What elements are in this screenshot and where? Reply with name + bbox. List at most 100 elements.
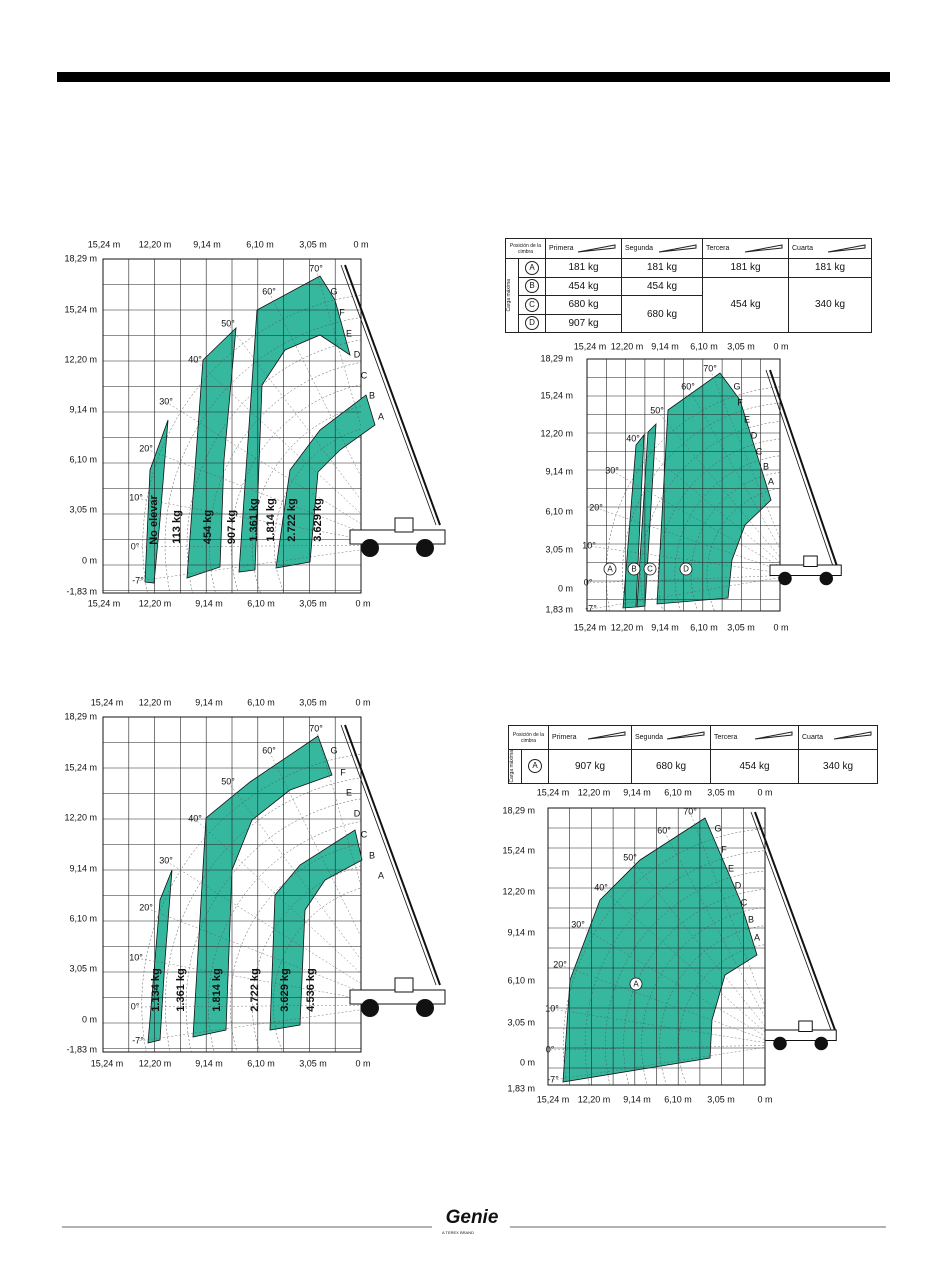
angle-label: -7° [547, 1074, 559, 1084]
x-axis-label: 3,05 m [299, 239, 327, 249]
angle-label: 60° [681, 381, 695, 391]
header-text: Cuarta [792, 245, 814, 252]
x-axis-label: 3,05 m [707, 787, 735, 797]
y-axis-label: 12,20 m [64, 812, 97, 822]
angle-label: 40° [188, 354, 202, 364]
cell: 454 kg [545, 276, 622, 296]
boom-icon [754, 731, 793, 740]
range-arc [186, 339, 361, 593]
y-axis-label: 12,20 m [502, 886, 535, 896]
table-1: Posición de la cimbra Primera Segunda Te… [505, 238, 872, 333]
x-axis-label: 0 m [355, 1058, 370, 1068]
zone-label: A [633, 980, 639, 989]
zone-label: 454 kg [202, 510, 214, 544]
x-axis-label: 15,24 m [537, 1094, 570, 1104]
cell: 181 kg [621, 258, 703, 278]
angle-label: 0° [131, 1001, 140, 1011]
x-axis-label: 12,20 m [578, 787, 611, 797]
x-axis-label: 6,10 m [247, 1058, 275, 1068]
angle-ray [687, 386, 780, 550]
y-axis-label: 3,05 m [545, 544, 573, 554]
load-zone [192, 735, 333, 1038]
angle-label: 20° [139, 902, 153, 912]
angle-ray [689, 811, 765, 1007]
zone-marker [629, 977, 643, 991]
machine-cab [394, 517, 414, 533]
row-label-cell: Carga máxima [508, 749, 522, 784]
angle-ray [551, 1008, 765, 1043]
angle-label: 20° [589, 502, 603, 512]
angle-label: 50° [623, 852, 637, 862]
load-chart: 15,24 m 12,20 m 9,14 m 6,10 m 3,05 m 0 m 15,24… [502, 787, 837, 1104]
cell: A [518, 258, 546, 278]
angle-ray [194, 359, 361, 514]
range-arc [640, 421, 780, 611]
x-axis-label: 9,14 m [623, 787, 651, 797]
grid [548, 808, 765, 1085]
cell: 454 kg [702, 276, 789, 333]
boom-icon [577, 244, 616, 253]
zone-label: 1.361 kg [175, 968, 187, 1011]
x-axis-label: 12,20 m [578, 1094, 611, 1104]
angle-ray [137, 549, 361, 582]
extension-label: F [340, 767, 346, 777]
extension-label: A [754, 932, 760, 942]
extension-label: E [744, 414, 750, 424]
y-axis-label: -1,83 m [66, 586, 97, 596]
y-axis-label: 6,10 m [545, 506, 573, 516]
x-axis-label: 3,05 m [727, 341, 755, 351]
zone-label: 4.536 kg [305, 968, 317, 1011]
extension-label: F [721, 844, 727, 854]
y-axis-label: 18,29 m [64, 253, 97, 263]
header-cell: Posición de la cimbra [505, 238, 546, 259]
x-axis-label: 12,20 m [139, 1058, 172, 1068]
extension-label: C [361, 829, 368, 839]
extension-label: D [354, 349, 361, 359]
x-axis-label: 15,24 m [88, 598, 121, 608]
angle-ray [663, 830, 765, 1018]
angle-label: 10° [129, 492, 143, 502]
wheel [416, 539, 434, 557]
x-axis-label: 0 m [757, 1094, 772, 1104]
table-2: Posición de la cimbra Primera Segunda Te… [508, 725, 878, 784]
y-axis-label: 1,83 m [507, 1083, 535, 1093]
y-axis-label: 12,20 m [64, 354, 97, 364]
angle-label: 0° [584, 577, 593, 587]
y-axis-label: 18,29 m [64, 711, 97, 721]
position-marker: A [528, 759, 542, 774]
angle-label: 40° [188, 813, 202, 823]
position-marker: D [525, 316, 539, 331]
cell: 907 kg [545, 313, 622, 333]
x-axis-label: 12,20 m [139, 239, 172, 249]
header-cell: Tercera [702, 238, 789, 259]
x-axis-label: 6,10 m [690, 622, 718, 632]
boom [769, 369, 841, 576]
load-zone [186, 326, 237, 579]
angle-label: 10° [129, 952, 143, 962]
x-axis-label: 6,10 m [246, 239, 274, 249]
position-marker: C [525, 297, 539, 312]
angle-label: 50° [650, 405, 664, 415]
angle-ray [145, 448, 361, 533]
wheel [778, 571, 792, 586]
x-axis-label: 12,20 m [611, 622, 644, 632]
x-axis-label: 15,24 m [537, 787, 570, 797]
zone-marker [603, 562, 617, 576]
extension-label: D [735, 880, 742, 890]
x-axis-label: 3,05 m [707, 1094, 735, 1104]
x-axis-label: 15,24 m [91, 1058, 124, 1068]
extension-label: B [369, 390, 375, 400]
extension-label: B [369, 850, 375, 860]
y-axis-label: 18,29 m [540, 353, 573, 363]
y-axis-label: 15,24 m [540, 390, 573, 400]
zone-label: D [683, 565, 689, 574]
y-axis-label: 9,14 m [69, 863, 97, 873]
x-axis-label: 9,14 m [195, 1058, 223, 1068]
boom-icon [833, 731, 872, 740]
angle-label: 20° [553, 959, 567, 969]
boom-icon [666, 731, 705, 740]
angle-label: 10° [582, 540, 596, 550]
extension-label: F [339, 307, 345, 317]
range-arc [674, 455, 780, 611]
angle-ray [577, 924, 765, 1037]
